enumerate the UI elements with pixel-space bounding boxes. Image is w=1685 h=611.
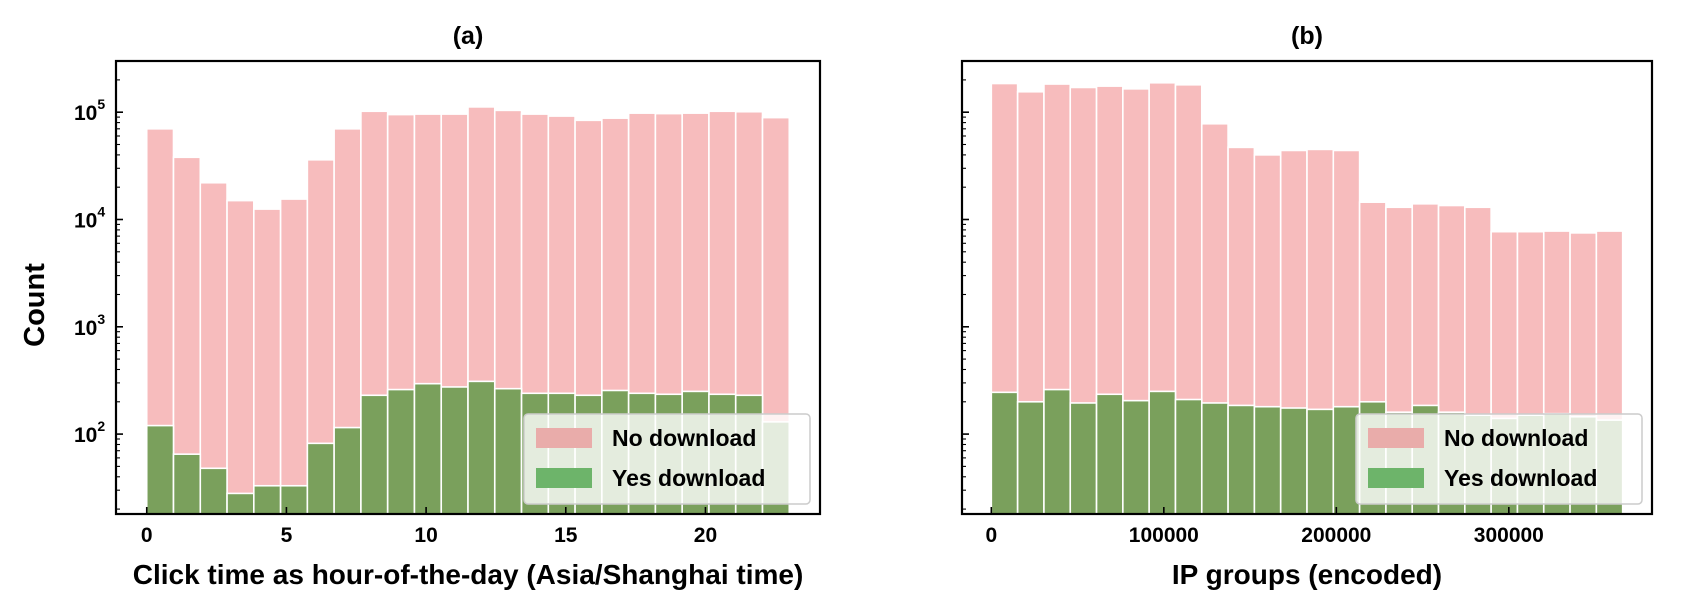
bar-yes-download	[1148, 390, 1177, 514]
x-tick-label: 5	[281, 524, 293, 547]
panel-title: (b)	[1291, 22, 1323, 50]
bar-yes-download	[1043, 388, 1072, 514]
x-tick-label: 200000	[1301, 524, 1371, 547]
y-tick-label: 105	[74, 96, 105, 125]
bar-yes-download	[1227, 404, 1256, 514]
x-axis-label: Click time as hour-of-the-day (Asia/Shan…	[133, 559, 804, 590]
panel-title: (a)	[453, 22, 484, 50]
panel-b: 0 100000 200000 300000 (b) IP groups (encoded…	[960, 22, 1654, 590]
bar-yes-download	[145, 424, 175, 514]
legend-box	[1355, 413, 1643, 505]
bar-yes-download	[199, 467, 228, 514]
legend-label-yes-download: Yes download	[612, 465, 765, 491]
y-axis-label: Count	[19, 263, 51, 347]
legend-patch-yes-download	[536, 468, 592, 488]
bar-yes-download	[386, 388, 416, 514]
bar-yes-download	[253, 484, 282, 514]
bar-yes-download	[413, 382, 443, 514]
bar-yes-download	[990, 391, 1019, 514]
y-tick-label: 102	[74, 418, 105, 447]
x-tick-label: 100000	[1129, 524, 1199, 547]
x-tick-label: 15	[554, 524, 578, 547]
bar-yes-download	[360, 394, 389, 514]
bar-yes-download	[279, 484, 309, 514]
bar-yes-download	[172, 453, 202, 514]
legend-label-yes-download: Yes download	[1444, 465, 1597, 491]
bar-yes-download	[467, 380, 496, 514]
legend-patch-no-download	[1368, 428, 1424, 448]
bar-yes-download	[1016, 400, 1045, 514]
bar-no-download	[253, 208, 282, 514]
bar-no-download	[279, 198, 309, 514]
x-tick-label: 0	[985, 524, 997, 547]
x-tick-label: 300000	[1474, 524, 1544, 547]
axes-frame	[114, 59, 822, 516]
bar-yes-download	[1095, 393, 1124, 514]
x-tick-label: 10	[414, 524, 437, 547]
axes-frame	[960, 59, 1654, 516]
bar-yes-download	[1279, 407, 1308, 514]
bar-yes-download	[440, 386, 469, 514]
bar-yes-download	[226, 492, 255, 514]
x-axis-label: IP groups (encoded)	[1172, 559, 1442, 590]
bar-yes-download	[1174, 398, 1203, 514]
legend-patch-no-download	[536, 428, 592, 448]
legend-patch-yes-download	[1368, 468, 1424, 488]
bar-yes-download	[306, 442, 335, 514]
x-tick-label: 0	[141, 524, 153, 547]
bar-yes-download	[1069, 402, 1098, 514]
bar-no-download	[226, 199, 255, 514]
bar-yes-download	[333, 426, 362, 514]
legend: No download Yes download	[1355, 413, 1643, 505]
legend-label-no-download: No download	[1444, 425, 1588, 451]
bar-yes-download	[1253, 405, 1282, 514]
bar-yes-download	[1306, 408, 1335, 514]
x-tick-label: 20	[694, 524, 717, 547]
y-tick-label: 103	[74, 311, 105, 340]
bar-no-download	[199, 181, 228, 514]
bar-yes-download	[493, 387, 523, 514]
panel-a: 0 5 10 15 20 102 103 104 105 (a) Click time as hou…	[74, 22, 822, 590]
legend: No download Yes download	[523, 413, 811, 505]
legend-label-no-download: No download	[612, 425, 756, 451]
bar-yes-download	[1122, 399, 1150, 514]
y-tick-label: 104	[74, 203, 105, 232]
legend-box	[523, 413, 811, 505]
bar-yes-download	[1200, 402, 1229, 514]
